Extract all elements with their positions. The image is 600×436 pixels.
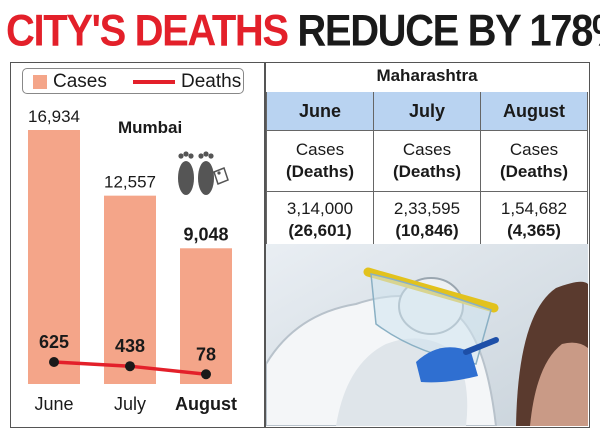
table-header-july: July bbox=[373, 92, 481, 131]
deaths-legend-label: Deaths bbox=[181, 71, 242, 92]
x-tick-label-august: August bbox=[175, 394, 237, 414]
table-header-august: August bbox=[480, 92, 588, 131]
cases-value: 2,33,595 bbox=[393, 199, 461, 218]
health-worker-photo bbox=[266, 244, 588, 426]
deaths-value: (26,601) bbox=[288, 221, 352, 240]
headline: CITY'S DEATHS REDUCE BY 178% bbox=[6, 1, 600, 61]
chart-legend: Cases Deaths bbox=[22, 68, 244, 94]
row-label-cases: Cases bbox=[402, 140, 452, 159]
region-label: Mumbai bbox=[118, 118, 183, 137]
maharashtra-title: Maharashtra bbox=[376, 66, 478, 85]
row-label-deaths: (Deaths) bbox=[392, 162, 461, 181]
panel-divider bbox=[264, 62, 266, 428]
table-cell-value: 2,33,595 (10,846) bbox=[373, 191, 481, 249]
table-label-row: Cases (Deaths) Cases (Deaths) Cases (Deaths… bbox=[266, 130, 588, 192]
deaths-point-august bbox=[201, 369, 211, 380]
deaths-legend-swatch bbox=[133, 80, 175, 84]
deaths-value-label-august: 78 bbox=[196, 344, 216, 364]
cases-value-label-june: 16,934 bbox=[28, 107, 80, 126]
infographic-frame bbox=[10, 62, 590, 428]
cases-legend-label: Cases bbox=[53, 71, 107, 92]
table-value-row: 3,14,000 (26,601) 2,33,595 (10,846) 1,54,6… bbox=[266, 191, 588, 249]
cases-value-label-august: 9,048 bbox=[183, 224, 228, 244]
row-label-cases: Cases bbox=[295, 140, 345, 159]
deaths-value: (10,846) bbox=[395, 221, 459, 240]
deaths-value-label-june: 625 bbox=[39, 332, 69, 352]
deaths-value: (4,365) bbox=[507, 221, 561, 240]
table-cell-label: Cases (Deaths) bbox=[480, 130, 588, 192]
cases-legend-swatch bbox=[33, 75, 47, 89]
cases-bar-june bbox=[28, 130, 80, 384]
deaths-point-july bbox=[125, 361, 135, 372]
row-label-deaths: (Deaths) bbox=[285, 162, 354, 181]
cases-value-label-july: 12,557 bbox=[104, 173, 156, 192]
cases-value: 3,14,000 bbox=[286, 199, 354, 218]
maharashtra-table: June July August Cases (Deaths) Cases (Dea… bbox=[266, 92, 588, 249]
row-label-deaths: (Deaths) bbox=[499, 162, 568, 181]
table-cell-value: 3,14,000 (26,601) bbox=[266, 191, 374, 249]
table-cell-label: Cases (Deaths) bbox=[266, 130, 374, 192]
x-tick-label-june: June bbox=[34, 394, 73, 414]
cases-value: 1,54,682 bbox=[500, 199, 568, 218]
table-header-june: June bbox=[266, 92, 374, 131]
deaths-point-june bbox=[49, 357, 59, 367]
headline-red-part: CITY'S DEATHS bbox=[6, 6, 289, 56]
table-cell-value: 1,54,682 (4,365) bbox=[480, 191, 588, 249]
mumbai-chart: 16,934 June 12,557 July 9,048 August 625 438 78 bbox=[28, 107, 237, 414]
deaths-value-label-july: 438 bbox=[115, 336, 145, 356]
x-tick-label-july: July bbox=[114, 394, 146, 414]
table-header-row: June July August bbox=[266, 92, 588, 131]
cases-bar-july bbox=[104, 195, 156, 384]
footprint-tag-icon bbox=[178, 151, 229, 195]
row-label-cases: Cases bbox=[509, 140, 559, 159]
table-cell-label: Cases (Deaths) bbox=[373, 130, 481, 192]
cases-bar-august bbox=[180, 248, 232, 384]
headline-black-part: REDUCE BY 178% bbox=[297, 6, 600, 56]
